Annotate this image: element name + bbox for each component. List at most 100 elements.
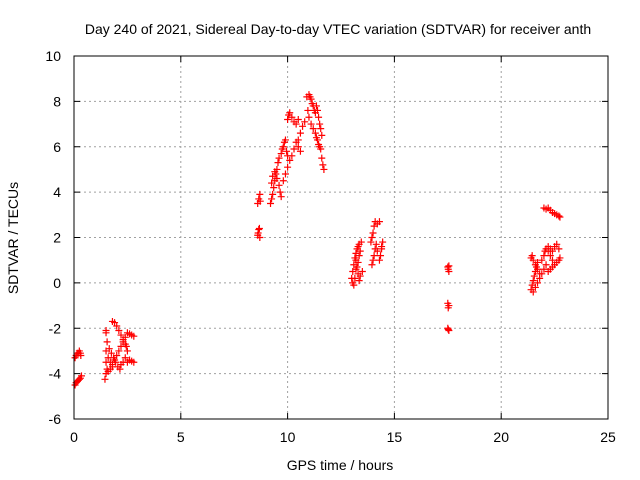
data-point <box>320 165 328 173</box>
y-tick-label: 6 <box>53 139 61 155</box>
data-point <box>445 327 453 335</box>
data-point <box>372 240 380 248</box>
data-point <box>318 131 326 139</box>
data-point <box>301 118 309 126</box>
data-point <box>540 265 548 273</box>
data-point <box>112 358 120 366</box>
data-point <box>529 288 537 296</box>
data-point <box>130 358 138 366</box>
data-point <box>319 161 327 169</box>
data-point <box>373 247 381 255</box>
data-points <box>71 91 564 389</box>
data-point <box>536 270 544 278</box>
data-point <box>277 193 285 201</box>
data-point <box>121 354 129 362</box>
axis-ticks: 0 5 10 15 20 25 -6 -4 -2 0 2 4 6 8 10 <box>45 48 616 445</box>
data-point <box>77 351 85 359</box>
data-point <box>103 338 111 346</box>
data-point <box>268 195 276 203</box>
data-point <box>115 327 123 335</box>
data-point <box>130 332 138 340</box>
data-point <box>368 234 376 241</box>
data-point <box>270 184 278 192</box>
y-tick-label: 2 <box>53 230 61 246</box>
data-point <box>275 154 283 162</box>
data-point <box>355 277 363 285</box>
data-point <box>350 281 358 289</box>
data-point <box>379 238 387 246</box>
data-point <box>556 254 564 262</box>
data-point <box>531 261 539 269</box>
data-point <box>279 177 287 185</box>
y-tick-label: -4 <box>49 366 62 382</box>
data-point <box>307 120 315 128</box>
data-point <box>254 229 262 237</box>
data-point <box>294 116 302 124</box>
data-point <box>444 325 452 333</box>
data-point <box>369 256 377 264</box>
data-point <box>375 256 383 264</box>
data-point <box>316 120 324 128</box>
data-point <box>256 190 264 198</box>
data-point <box>288 152 296 160</box>
x-tick-label: 15 <box>387 429 403 445</box>
data-point <box>123 347 131 355</box>
data-point <box>548 256 556 264</box>
data-point <box>317 145 325 153</box>
data-point <box>370 252 378 260</box>
data-point <box>311 129 319 137</box>
x-tick-label: 5 <box>177 429 185 445</box>
y-tick-label: 10 <box>45 48 61 64</box>
data-point <box>276 188 284 196</box>
data-point <box>546 252 554 260</box>
data-point <box>542 261 550 269</box>
data-point <box>356 272 364 280</box>
data-point <box>445 302 453 310</box>
data-point <box>375 218 383 226</box>
x-tick-label: 25 <box>600 429 616 445</box>
data-point <box>445 262 453 270</box>
data-point <box>368 261 376 269</box>
data-point <box>286 109 294 117</box>
data-point <box>290 145 298 153</box>
data-point <box>274 159 282 167</box>
data-point <box>315 113 323 121</box>
data-point <box>271 168 279 176</box>
data-point <box>107 349 115 357</box>
data-point <box>294 143 302 151</box>
data-point <box>277 150 285 158</box>
data-point <box>318 154 326 162</box>
data-point <box>304 106 312 114</box>
data-point <box>534 265 542 273</box>
data-point <box>369 229 377 237</box>
x-tick-label: 0 <box>70 429 78 445</box>
data-point <box>284 116 292 124</box>
data-point <box>122 342 130 350</box>
y-axis-label: SDTVAR / TECUs <box>5 182 21 294</box>
data-point <box>553 240 561 248</box>
data-point <box>275 181 283 189</box>
data-point <box>256 197 264 205</box>
data-point <box>314 106 322 114</box>
data-point <box>531 283 539 291</box>
data-point <box>352 256 360 264</box>
data-point <box>555 245 563 253</box>
data-point <box>101 375 109 383</box>
data-point <box>353 263 361 271</box>
data-point <box>378 243 386 251</box>
data-point <box>255 226 263 234</box>
data-point <box>312 102 320 110</box>
data-point <box>529 256 537 264</box>
data-point <box>292 120 300 128</box>
y-tick-label: -2 <box>49 320 62 336</box>
data-point <box>351 274 359 282</box>
data-point <box>116 365 124 373</box>
x-tick-label: 20 <box>493 429 509 445</box>
data-point <box>317 125 325 133</box>
y-tick-label: 8 <box>53 93 61 109</box>
data-point <box>284 163 292 171</box>
y-tick-label: 4 <box>53 184 61 200</box>
data-point <box>358 268 366 276</box>
data-point <box>356 247 364 255</box>
data-point <box>255 224 263 232</box>
